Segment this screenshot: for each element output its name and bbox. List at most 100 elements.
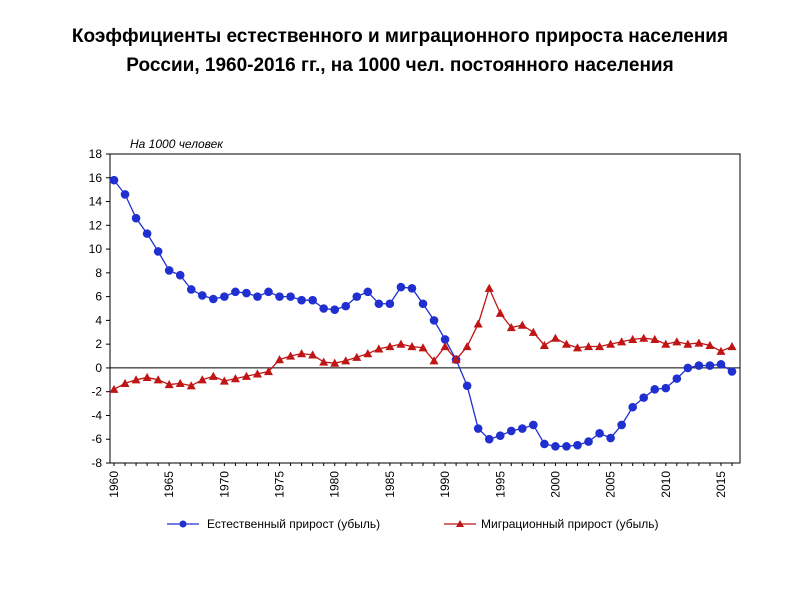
data-point [330, 358, 340, 367]
x-tick-label: 1995 [493, 471, 507, 498]
chart-title: Коэффициенты естественного и миграционно… [0, 22, 800, 80]
data-point [573, 440, 582, 450]
data-point [197, 375, 207, 384]
data-point [385, 299, 395, 309]
data-point [595, 342, 605, 351]
data-point [694, 338, 704, 347]
legend-label: Миграционный прирост (убыль) [481, 517, 659, 531]
data-point [363, 349, 373, 358]
data-point [551, 442, 560, 451]
x-tick-label: 1970 [217, 471, 231, 498]
data-point [219, 376, 229, 385]
legend-marker [179, 520, 187, 528]
legend-item: Естественный прирост (убыль) [167, 517, 380, 531]
data-point [418, 343, 428, 352]
data-point [506, 323, 516, 332]
data-point [495, 431, 505, 440]
legend-label: Естественный прирост (убыль) [207, 517, 380, 531]
y-tick-label: 6 [95, 290, 102, 304]
y-tick-label: 16 [89, 171, 103, 185]
data-point [440, 342, 450, 351]
data-point [297, 295, 306, 305]
data-point [617, 337, 627, 346]
y-tick-label: 18 [89, 147, 103, 161]
x-tick-label: 1985 [383, 471, 397, 498]
x-tick-label: 2000 [548, 471, 562, 498]
data-point [705, 361, 715, 370]
data-point [716, 346, 726, 355]
data-point [683, 363, 693, 373]
series-1 [109, 175, 737, 451]
data-point [727, 342, 737, 351]
data-point [275, 355, 285, 364]
data-point [297, 349, 307, 358]
data-point [231, 287, 240, 297]
x-tick-label: 1960 [107, 471, 121, 498]
data-point [330, 305, 340, 314]
plot-area-frame [109, 153, 741, 464]
data-point [517, 320, 527, 329]
data-point [650, 334, 660, 343]
x-tick-label: 1990 [438, 471, 452, 498]
data-point [230, 374, 240, 383]
data-point [462, 342, 472, 351]
data-point [164, 266, 174, 275]
data-point [484, 434, 494, 444]
data-point [197, 291, 207, 300]
x-tick-label: 1965 [162, 471, 176, 498]
data-point [716, 360, 726, 369]
data-point [242, 288, 251, 298]
data-point [241, 371, 251, 380]
series-line [113, 179, 733, 448]
data-point [252, 369, 262, 378]
data-point [264, 366, 273, 376]
data-point [208, 371, 218, 380]
data-point [374, 299, 384, 309]
data-point [584, 342, 594, 351]
y-tick-label: 2 [95, 337, 102, 351]
y-tick-label: -4 [91, 408, 102, 422]
data-point [506, 426, 516, 436]
data-point [286, 292, 295, 301]
y-tick-label: 8 [95, 266, 102, 280]
data-point [694, 361, 704, 370]
legend: Естественный прирост (убыль) Миграционный… [167, 517, 659, 531]
chart-title-line2: России, 1960-2016 гг., на 1000 чел. пост… [126, 55, 674, 76]
data-point [120, 378, 130, 387]
data-point [429, 356, 439, 365]
data-point [484, 283, 494, 292]
data-point [628, 334, 638, 343]
data-point [440, 335, 450, 344]
data-point [418, 299, 428, 309]
x-tick-label: 1975 [273, 471, 287, 498]
legend-item: Миграционный прирост (убыль) [444, 517, 659, 531]
data-point [264, 287, 273, 297]
data-point [186, 285, 196, 294]
data-point [396, 282, 406, 292]
data-point [606, 339, 616, 348]
data-point [175, 270, 185, 280]
data-point [606, 433, 615, 443]
data-point [561, 339, 571, 348]
y-tick-label: -2 [91, 385, 102, 399]
x-tick-label: 2015 [714, 471, 728, 498]
data-point [220, 292, 229, 301]
data-point [153, 375, 163, 384]
data-point [727, 367, 737, 376]
data-point [528, 327, 538, 336]
chart-title-line1: Коэффициенты естественного и миграционно… [71, 26, 729, 47]
x-tick-label: 1980 [328, 471, 342, 498]
data-point [131, 213, 141, 223]
data-point [407, 342, 417, 351]
data-point [451, 355, 461, 364]
data-point [573, 343, 582, 352]
data-point [539, 340, 549, 349]
x-tick-label: 2005 [604, 471, 618, 498]
data-point [396, 339, 406, 348]
data-point [120, 190, 130, 199]
data-point [308, 295, 317, 305]
y-tick-label: 10 [89, 242, 103, 256]
data-point [253, 292, 262, 301]
y-tick-label: 14 [89, 195, 103, 209]
